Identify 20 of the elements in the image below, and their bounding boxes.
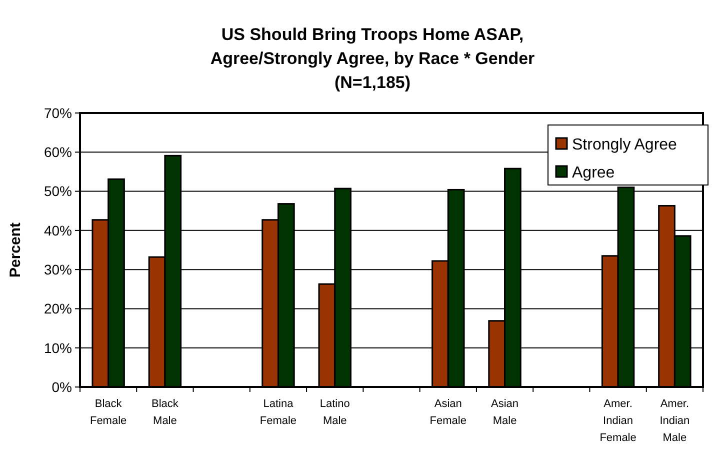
y-tick-label: 70% — [44, 104, 72, 121]
x-tick-label: Asian Male — [491, 398, 519, 427]
x-tick-label: Amer. Indian Female — [600, 398, 636, 444]
chart-title: US Should Bring Troops Home ASAP, Agree/Strongly Agree, by Race * Gender (N=1,185) — [210, 25, 536, 92]
legend-label: Strongly Agree — [572, 136, 678, 154]
y-tick-label: 50% — [44, 183, 72, 200]
y-axis-title: Percent — [7, 222, 24, 278]
x-tick-label: Black Male — [152, 398, 179, 427]
y-tick-label: 20% — [44, 300, 72, 317]
y-tick-label: 60% — [44, 144, 72, 160]
y-tick-label: 0% — [52, 378, 72, 395]
y-tick-label: 40% — [44, 222, 72, 238]
x-tick-label: Latina Female — [260, 398, 297, 427]
legend-label: Agree — [572, 164, 615, 182]
y-tick-label: 10% — [44, 340, 72, 356]
x-tick-label: Amer. Indian Male — [660, 398, 690, 444]
y-tick-label: 30% — [44, 261, 72, 278]
x-tick-label: Latino Male — [320, 398, 350, 427]
x-tick-label: Asian Female — [430, 398, 466, 427]
x-tick-label: Black Female — [90, 398, 127, 427]
